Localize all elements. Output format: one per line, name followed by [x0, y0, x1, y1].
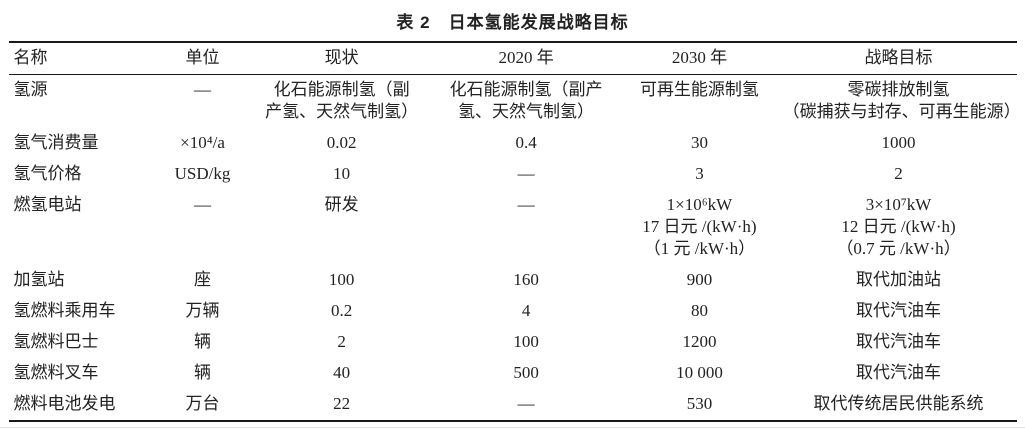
- table-row: 氢燃料叉车 辆 40 500 10 000 取代汽油车: [9, 358, 1017, 389]
- row-name-cell: 燃料电池发电: [13, 394, 116, 413]
- row-name-cell: 氢燃料乘用车: [13, 301, 116, 320]
- table-cell: 80: [690, 301, 708, 320]
- table-cell: —: [194, 80, 212, 99]
- table-cell: 3: [695, 164, 704, 183]
- page-edge-divider: [0, 427, 1025, 428]
- table-cell: 万辆: [185, 301, 220, 320]
- row-name-cell: 氢气消费量: [13, 133, 99, 152]
- table-row: 氢燃料乘用车 万辆 0.2 4 80 取代汽油车: [9, 296, 1017, 327]
- table-cell: 2: [894, 164, 903, 183]
- table-row: 加氢站 座 100 160 900 取代加油站: [9, 265, 1017, 296]
- table-cell: 530: [686, 394, 713, 413]
- table-cell: 取代汽油车: [856, 301, 942, 320]
- table-cell: —: [194, 195, 212, 214]
- table-cell: —: [517, 394, 535, 413]
- column-header-year-2030: 2030 年: [671, 48, 728, 67]
- row-name-cell: 氢燃料叉车: [13, 363, 99, 382]
- table-cell: 化石能源制氢（副产 氢、天然气制氢）: [449, 80, 603, 121]
- table-cell: 0.4: [515, 133, 537, 152]
- table-cell: 万台: [185, 394, 220, 413]
- row-name-cell: 燃氢电站: [13, 195, 82, 214]
- hydrogen-strategy-table: 名称 单位 现状 2020 年 2030 年 战略目标 氢源 — 化石能源制氢（副 …: [8, 41, 1021, 422]
- table-cell: 40: [333, 363, 351, 382]
- table-cell: 4: [521, 301, 531, 320]
- column-header-year-2020: 2020 年: [498, 48, 554, 67]
- header-row: 名称 单位 现状 2020 年 2030 年 战略目标: [8, 42, 1017, 75]
- table-cell: 500: [513, 363, 539, 382]
- table-cell: 160: [513, 270, 539, 289]
- table-cell: 研发: [324, 195, 359, 214]
- table-cell: 1200: [682, 332, 717, 351]
- table-row: 氢源 — 化石能源制氢（副 产氢、天然气制氢） 化石能源制氢（副产 氢、天然气制氢） 可…: [9, 75, 1021, 129]
- table-cell: —: [517, 164, 535, 183]
- table-header: 名称 单位 现状 2020 年 2030 年 战略目标: [8, 42, 1017, 75]
- table-cell: 100: [328, 270, 355, 289]
- table-cell: 3×10⁷kW 12 日元 /(kW·h) （0.7 元 /kW·h）: [836, 195, 961, 258]
- table-cell: 900: [686, 270, 713, 289]
- table-cell: 10: [333, 164, 351, 183]
- table-cell: 0.02: [326, 133, 357, 152]
- table-row: 氢燃料巴士 辆 2 100 1200 取代汽油车: [9, 327, 1017, 358]
- row-name-cell: 加氢站: [13, 270, 65, 289]
- table-cell: —: [517, 195, 535, 214]
- column-header-strategic-goal: 战略目标: [864, 48, 933, 67]
- table-row: 燃料电池发电 万台 22 — 530 取代传统居民供能系统: [9, 389, 1017, 421]
- row-name-cell: 氢燃料巴士: [13, 332, 99, 351]
- column-header-unit: 单位: [185, 48, 220, 67]
- table-cell: 取代传统居民供能系统: [813, 394, 984, 413]
- table-cell: 零碳排放制氢 （碳捕获与封存、可再生能源）: [782, 80, 1021, 121]
- table-cell: 取代汽油车: [856, 363, 942, 382]
- table-cell: 22: [333, 394, 351, 413]
- table-cell: 辆: [194, 363, 212, 382]
- table-cell: ×10⁴/a: [180, 133, 225, 152]
- table-cell: USD/kg: [174, 164, 231, 183]
- row-name-cell: 氢源: [13, 80, 48, 99]
- table-body: 氢源 — 化石能源制氢（副 产氢、天然气制氢） 化石能源制氢（副产 氢、天然气制氢） 可…: [9, 75, 1021, 422]
- table-cell: 取代加油站: [856, 270, 942, 289]
- table-row: 燃氢电站 — 研发 — 1×10⁶kW 17 日元 /(kW·h) （1 元 /kW·h…: [9, 190, 1017, 265]
- row-name-cell: 氢气价格: [13, 164, 82, 183]
- table-cell: 化石能源制氢（副 产氢、天然气制氢）: [265, 80, 419, 121]
- table-cell: 0.2: [330, 301, 353, 320]
- table-cell: 1000: [881, 133, 916, 152]
- table-cell: 30: [690, 133, 708, 152]
- column-header-current-status: 现状: [324, 48, 359, 67]
- table-cell: 10 000: [676, 363, 723, 382]
- table-cell: 座: [194, 270, 212, 289]
- table-title: 表 2 日本氢能发展战略目标: [396, 13, 629, 32]
- table-row: 氢气消费量 ×10⁴/a 0.02 0.4 30 1000: [9, 128, 1017, 159]
- column-header-name: 名称: [13, 48, 48, 67]
- table-row: 氢气价格 USD/kg 10 — 3 2: [9, 159, 1017, 190]
- table-cell: 可再生能源制氢: [639, 80, 759, 99]
- table-cell: 取代汽油车: [856, 332, 942, 351]
- table-cell: 2: [337, 332, 346, 351]
- table-cell: 辆: [194, 332, 212, 351]
- table-cell: 100: [513, 332, 539, 351]
- table-cell: 1×10⁶kW 17 日元 /(kW·h) （1 元 /kW·h）: [642, 195, 757, 258]
